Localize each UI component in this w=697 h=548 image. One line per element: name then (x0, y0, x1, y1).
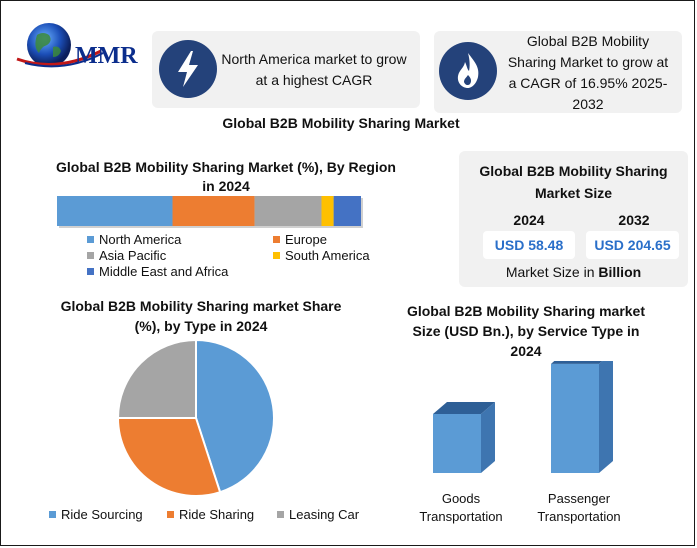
main-title: Global B2B Mobility Sharing Market (222, 115, 460, 131)
market-size-footer: Market Size in Billion (505, 264, 642, 280)
pie-chart-title: Global B2B Mobility Sharing market Share… (60, 298, 342, 334)
market-size-box: Global B2B Mobility Sharing Market Size … (459, 151, 688, 287)
service-bar-0 (433, 402, 495, 473)
service-bar-label: Transportation (537, 509, 620, 524)
region-segment-north-america (57, 196, 173, 226)
region-stacked-bar (57, 196, 363, 228)
value-2024: USD 58.48 (483, 231, 575, 259)
service-bar-label: Transportation (419, 509, 502, 524)
highlight-text: Global B2B Mobility Sharing Market to gr… (507, 33, 669, 112)
highlight-box-cagr: Global B2B Mobility Sharing Market to gr… (434, 31, 682, 113)
legend-item-middle-east-africa: Middle East and Africa (87, 264, 228, 279)
highlight-text: North America market to grow at a highes… (221, 51, 407, 88)
service-bar-chart: Goods Transportation Passenger Transportati… (419, 361, 621, 524)
service-bar-label: Passenger (548, 491, 611, 506)
pie-slice-leasing-car (116, 338, 197, 419)
lightning-icon (158, 39, 218, 99)
value-2032: USD 204.65 (586, 231, 679, 259)
highlight-box-north-america: North America market to grow at a highes… (152, 31, 420, 108)
legend-item-south-america: South America (273, 248, 370, 263)
pie-slice-ride-sourcing (195, 338, 275, 494)
legend-item-ride-sourcing: Ride Sourcing (49, 507, 143, 522)
pie-slice-ride-sharing (116, 417, 222, 497)
year-2032-label: 2032 (618, 212, 650, 228)
legend-item-europe: Europe (273, 232, 327, 247)
region-segment-europe (172, 196, 255, 226)
legend-item-leasing-car: Leasing Car (277, 507, 359, 522)
globe-icon (16, 23, 104, 68)
service-bar-1 (551, 361, 613, 473)
flame-icon (438, 41, 498, 101)
service-chart-title: Global B2B Mobility Sharing market Size … (406, 303, 646, 359)
legend-item-asia-pacific: Asia Pacific (87, 248, 166, 263)
service-bar-label: Goods (442, 491, 481, 506)
legend-item-ride-sharing: Ride Sharing (167, 507, 254, 522)
logo: MMR (15, 17, 145, 77)
market-size-title: Global B2B Mobility Sharing Market Size (479, 163, 668, 201)
region-segment-south-america (321, 196, 334, 226)
region-chart-title: Global B2B Mobility Sharing Market (%), … (56, 159, 396, 194)
region-segment-middle-east-and-africa (333, 196, 361, 226)
region-segment-asia-pacific (254, 196, 322, 226)
logo-text: MMR (75, 43, 138, 69)
year-2024-label: 2024 (513, 212, 545, 228)
legend-item-north-america: North America (87, 232, 181, 247)
pie-chart (116, 338, 275, 497)
